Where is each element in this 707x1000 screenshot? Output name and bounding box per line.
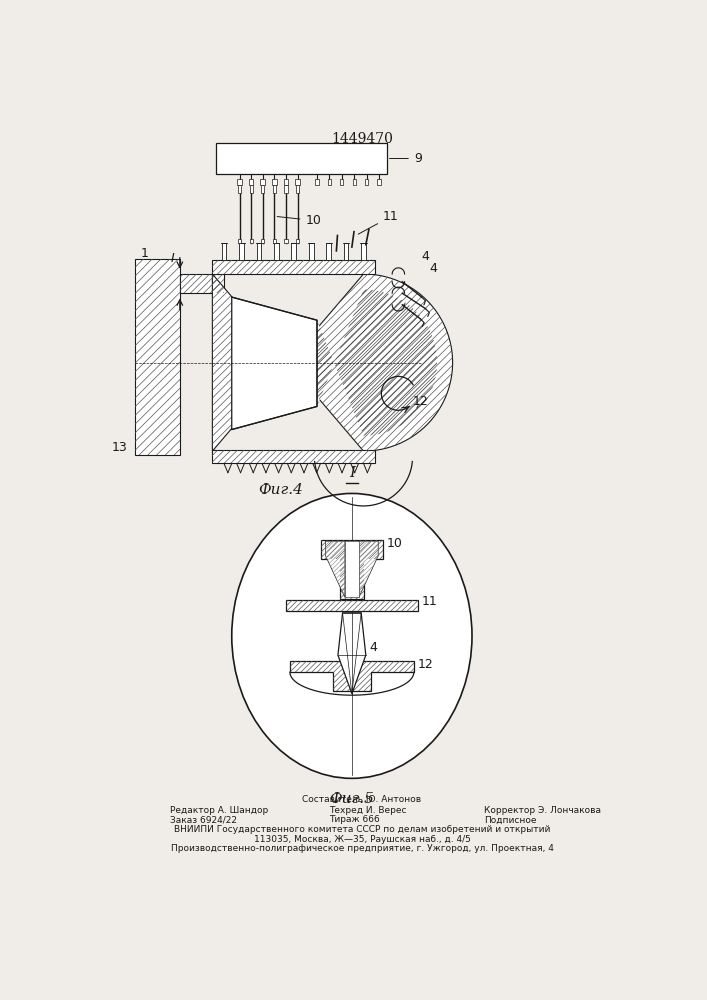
Bar bbox=[345, 541, 359, 597]
Text: Техред И. Верес: Техред И. Верес bbox=[329, 806, 406, 815]
Bar bbox=[344, 243, 349, 260]
Text: Производственно-полиграфическое предприятие, г. Ужгород, ул. Проектная, 4: Производственно-полиграфическое предприя… bbox=[170, 844, 554, 853]
Bar bbox=[272, 179, 276, 185]
Bar bbox=[315, 179, 319, 185]
Text: 4: 4 bbox=[370, 641, 378, 654]
Text: Корректор Э. Лончакова: Корректор Э. Лончакова bbox=[484, 806, 601, 815]
Bar bbox=[257, 243, 261, 260]
Text: 10: 10 bbox=[277, 214, 321, 227]
Bar bbox=[378, 179, 380, 185]
Bar bbox=[238, 239, 241, 243]
Text: Фиг.5: Фиг.5 bbox=[329, 792, 374, 806]
Bar bbox=[365, 179, 368, 185]
Bar bbox=[238, 185, 241, 193]
Text: Подписное: Подписное bbox=[484, 815, 536, 824]
Polygon shape bbox=[212, 260, 375, 274]
Bar bbox=[284, 185, 288, 193]
Bar bbox=[284, 179, 288, 185]
Polygon shape bbox=[180, 274, 224, 293]
Polygon shape bbox=[321, 540, 383, 599]
Text: ВНИИПИ Государственного комитета СССР по делам изобретений и открытий: ВНИИПИ Государственного комитета СССР по… bbox=[174, 825, 550, 834]
Bar bbox=[222, 243, 226, 260]
Text: 1: 1 bbox=[140, 247, 148, 260]
Bar bbox=[250, 185, 252, 193]
Bar bbox=[296, 185, 299, 193]
Text: I: I bbox=[170, 252, 174, 265]
Bar bbox=[284, 239, 288, 243]
Polygon shape bbox=[325, 541, 345, 597]
Text: I: I bbox=[349, 466, 355, 480]
Bar bbox=[327, 243, 331, 260]
Text: 4: 4 bbox=[421, 250, 429, 263]
Bar bbox=[340, 179, 344, 185]
Polygon shape bbox=[359, 541, 378, 597]
Polygon shape bbox=[216, 143, 387, 174]
Text: 10: 10 bbox=[387, 537, 402, 550]
Bar bbox=[296, 179, 300, 185]
Polygon shape bbox=[317, 289, 437, 436]
Text: 12: 12 bbox=[412, 395, 428, 408]
Ellipse shape bbox=[232, 493, 472, 778]
Bar bbox=[291, 243, 296, 260]
Text: Фиг.4: Фиг.4 bbox=[258, 483, 303, 497]
Text: 4: 4 bbox=[429, 262, 437, 275]
Bar bbox=[261, 185, 264, 193]
Text: 11: 11 bbox=[358, 210, 399, 234]
Text: Заказ 6924/22: Заказ 6924/22 bbox=[170, 815, 237, 824]
Bar bbox=[273, 185, 276, 193]
Bar bbox=[249, 179, 253, 185]
Text: 9: 9 bbox=[390, 152, 422, 165]
Polygon shape bbox=[232, 297, 317, 430]
Polygon shape bbox=[286, 600, 418, 611]
Text: 11: 11 bbox=[421, 595, 438, 608]
Text: 113035, Москва, Ж—35, Раушская наб., д. 4/5: 113035, Москва, Ж—35, Раушская наб., д. … bbox=[254, 835, 470, 844]
Bar bbox=[296, 239, 299, 243]
Polygon shape bbox=[290, 661, 414, 691]
Bar bbox=[237, 179, 242, 185]
Text: 12: 12 bbox=[418, 658, 433, 671]
Bar bbox=[273, 239, 276, 243]
Bar bbox=[328, 179, 331, 185]
Polygon shape bbox=[212, 450, 375, 463]
Text: Составитель Ю. Антонов: Составитель Ю. Антонов bbox=[303, 795, 421, 804]
Polygon shape bbox=[212, 274, 452, 451]
Text: 1449470: 1449470 bbox=[332, 132, 394, 146]
Text: Тираж 666: Тираж 666 bbox=[329, 815, 380, 824]
Bar bbox=[274, 243, 279, 260]
Text: Редактор А. Шандор: Редактор А. Шандор bbox=[170, 806, 268, 815]
Text: 13: 13 bbox=[112, 441, 127, 454]
Polygon shape bbox=[338, 613, 366, 694]
Bar bbox=[261, 239, 264, 243]
Bar bbox=[239, 243, 244, 260]
Bar bbox=[309, 243, 313, 260]
Bar bbox=[361, 243, 366, 260]
Bar bbox=[260, 179, 265, 185]
Bar bbox=[250, 239, 252, 243]
Bar bbox=[353, 179, 356, 185]
Polygon shape bbox=[135, 259, 180, 455]
